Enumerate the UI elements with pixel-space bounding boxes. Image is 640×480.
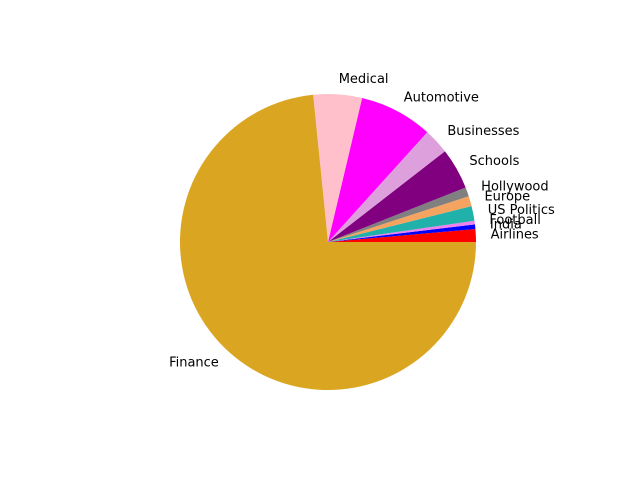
pie-label-hollywood: Hollywood: [481, 179, 548, 194]
pie-slice-finance: [180, 94, 477, 391]
pie-label-businesses: Businesses: [447, 124, 519, 139]
pie-slice-football: [328, 220, 475, 242]
pie-label-india: India: [490, 218, 522, 233]
pie-label-europe: Europe: [484, 190, 530, 205]
pie-slice-medical: [313, 94, 363, 243]
pie-label-automotive: Automotive: [404, 90, 479, 105]
pie-label-medical: Medical: [339, 72, 389, 87]
pie-slices: [180, 94, 477, 391]
pie-slice-europe: [328, 196, 472, 242]
pie-slice-businesses: [328, 132, 445, 242]
pie-slice-automotive: [328, 97, 428, 242]
pie-slice-airlines: [328, 229, 477, 242]
pie-slice-hollywood: [328, 187, 469, 242]
pie-slice-us-politics: [328, 206, 475, 242]
pie-slice-india: [328, 224, 476, 242]
pie-slice-schools: [328, 151, 466, 242]
pie-label-schools: Schools: [469, 154, 519, 169]
pie-label-finance: Finance: [169, 355, 219, 370]
pie-label-football: Football: [489, 213, 540, 228]
pie-label-airlines: Airlines: [491, 227, 539, 242]
pie-label-us-politics: US Politics: [488, 203, 555, 218]
